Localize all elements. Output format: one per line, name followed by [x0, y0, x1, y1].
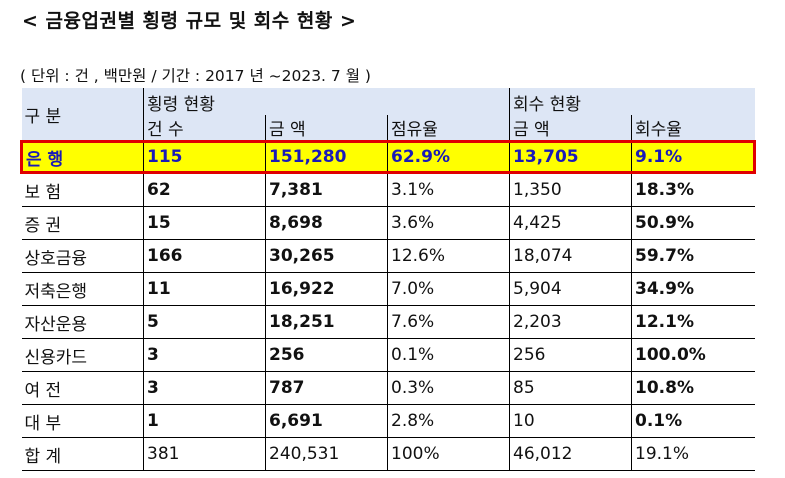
row-amount: 6,691: [265, 404, 388, 438]
table-row: 대 부 1 6,691 2.8% 10 0.1%: [21, 404, 755, 438]
table-row: 보 험 62 7,381 3.1% 1,350 18.3%: [21, 172, 755, 207]
table-row: 저축은행 11 16,922 7.0% 5,904 34.9%: [21, 272, 755, 306]
table-row: 자산운용 5 18,251 7.6% 2,203 12.1%: [21, 305, 755, 339]
row-amount: 240,531: [265, 437, 388, 471]
table-row: 증 권 15 8,698 3.6% 4,425 50.9%: [21, 206, 755, 240]
row-name: 은 행: [20, 140, 144, 174]
row-rate: 9.1%: [631, 140, 757, 174]
row-recovered: 5,904: [509, 272, 632, 306]
row-name: 보 험: [21, 172, 144, 207]
header-count: 건 수: [143, 115, 266, 142]
row-count: 1: [143, 404, 266, 438]
page-title: < 금융업권별 횡령 규모 및 회수 현황 >: [22, 10, 357, 32]
header-row-groups: 구 분 횡령 현황 회수 현황: [21, 88, 755, 142]
row-amount: 151,280: [265, 140, 388, 174]
row-amount: 8,698: [265, 206, 388, 240]
row-rate: 18.3%: [631, 172, 755, 207]
table-row: 여 전 3 787 0.3% 85 10.8%: [21, 371, 755, 405]
row-share: 7.0%: [386, 272, 510, 306]
embezzlement-table: 구 분 횡령 현황 회수 현황 건 수 금 액 점유율 금 액 회수율 은 행 …: [20, 88, 757, 471]
row-count: 3: [143, 338, 266, 372]
unit-note: ( 단위 : 건 , 백만원 / 기간 : 2017 년 ~2023. 7 월 …: [20, 67, 371, 85]
row-name: 상호금융: [21, 239, 144, 273]
row-rate: 0.1%: [631, 404, 755, 438]
row-amount: 16,922: [265, 272, 388, 306]
header-amount: 금 액: [265, 115, 388, 142]
row-share: 3.6%: [386, 206, 510, 240]
row-name: 신용카드: [21, 338, 144, 372]
header-group-recovery: 회수 현황: [509, 88, 755, 115]
row-count: 11: [143, 272, 266, 306]
row-recovered: 46,012: [509, 437, 632, 471]
row-recovered: 256: [509, 338, 632, 372]
row-count: 5: [143, 305, 266, 339]
row-name: 증 권: [21, 206, 144, 240]
row-recovered: 13,705: [509, 140, 632, 174]
header-recovered-amount: 금 액: [509, 115, 632, 142]
row-rate: 50.9%: [631, 206, 755, 240]
row-rate: 34.9%: [631, 272, 755, 306]
row-recovered: 1,350: [509, 172, 632, 207]
row-amount: 30,265: [265, 239, 388, 273]
row-count: 166: [143, 239, 266, 273]
header-recovery-rate: 회수율: [631, 115, 755, 142]
row-recovered: 4,425: [509, 206, 632, 240]
row-count: 62: [143, 172, 266, 207]
table-row-total: 합 계 381 240,531 100% 46,012 19.1%: [21, 437, 755, 471]
row-count: 15: [143, 206, 266, 240]
row-share: 7.6%: [386, 305, 510, 339]
row-rate: 100.0%: [631, 338, 755, 372]
row-name: 저축은행: [21, 272, 144, 306]
table-row: 상호금융 166 30,265 12.6% 18,074 59.7%: [21, 239, 755, 273]
table-row: 신용카드 3 256 0.1% 256 100.0%: [21, 338, 755, 372]
row-count: 3: [143, 371, 266, 405]
row-share: 12.6%: [386, 239, 510, 273]
row-share: 100%: [386, 437, 510, 471]
row-rate: 10.8%: [631, 371, 755, 405]
row-amount: 256: [265, 338, 388, 372]
row-share: 3.1%: [386, 172, 510, 207]
header-row-columns: 건 수 금 액 점유율 금 액 회수율: [22, 115, 755, 142]
row-recovered: 85: [509, 371, 632, 405]
row-amount: 7,381: [265, 172, 388, 207]
row-name: 자산운용: [21, 305, 144, 339]
row-name: 합 계: [21, 437, 144, 471]
table-row-bank-highlighted: 은 행 115 151,280 62.9% 13,705 9.1%: [20, 140, 757, 174]
row-recovered: 10: [509, 404, 632, 438]
row-count: 115: [143, 140, 266, 174]
header-group-embezzlement: 횡령 현황: [142, 88, 510, 115]
row-count: 381: [143, 437, 266, 471]
row-name: 여 전: [21, 371, 144, 405]
row-rate: 19.1%: [631, 437, 755, 471]
row-share: 0.3%: [386, 371, 510, 405]
row-name: 대 부: [21, 404, 144, 438]
header-share: 점유율: [386, 115, 510, 142]
row-recovered: 18,074: [509, 239, 632, 273]
row-share: 2.8%: [386, 404, 510, 438]
row-recovered: 2,203: [509, 305, 632, 339]
row-rate: 12.1%: [631, 305, 755, 339]
row-share: 0.1%: [386, 338, 510, 372]
row-share: 62.9%: [386, 140, 510, 174]
row-amount: 18,251: [265, 305, 388, 339]
row-rate: 59.7%: [631, 239, 755, 273]
row-amount: 787: [265, 371, 388, 405]
header-row-label: 구 분: [21, 88, 144, 142]
